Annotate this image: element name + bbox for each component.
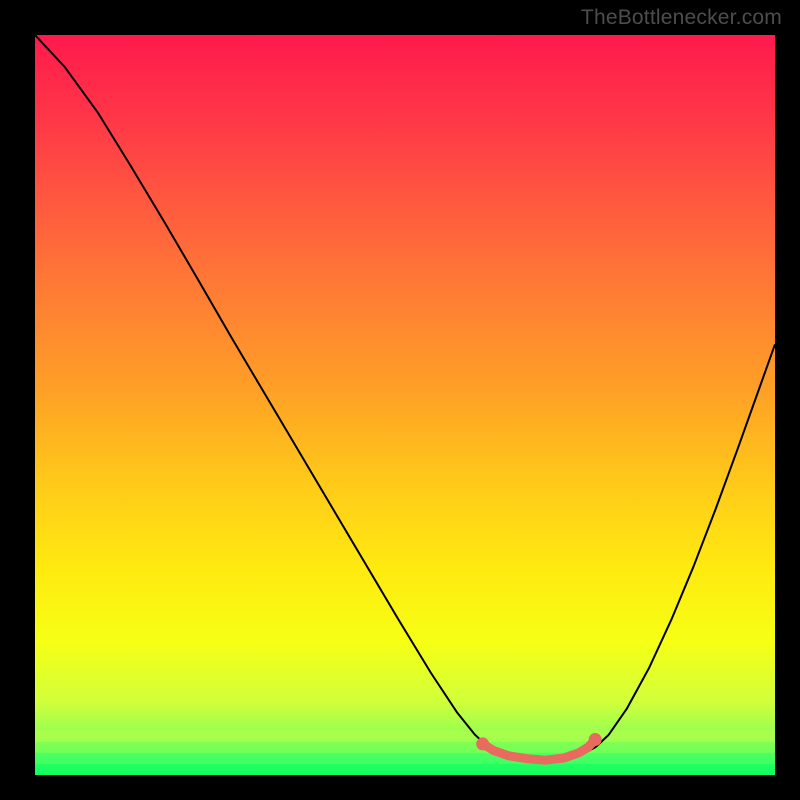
watermark-text: TheBottlenecker.com (581, 6, 782, 30)
plot-area (35, 35, 775, 775)
frame: TheBottlenecker.com (0, 0, 800, 800)
optimal-range-marker (35, 35, 775, 775)
